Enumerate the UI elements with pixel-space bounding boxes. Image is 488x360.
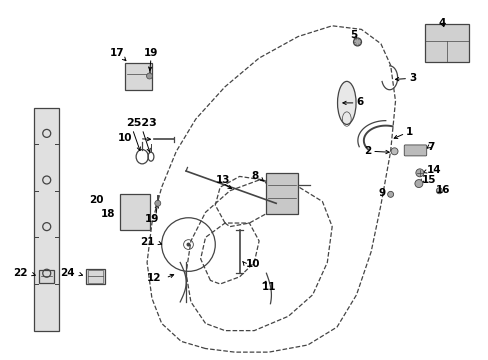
Text: 19: 19 bbox=[143, 48, 158, 58]
Circle shape bbox=[155, 200, 161, 206]
FancyBboxPatch shape bbox=[125, 63, 152, 90]
Text: 20: 20 bbox=[88, 195, 103, 205]
Text: 10: 10 bbox=[118, 133, 132, 143]
Text: 19: 19 bbox=[144, 215, 159, 224]
Text: 10: 10 bbox=[245, 259, 260, 269]
Circle shape bbox=[387, 192, 393, 197]
Text: 5: 5 bbox=[349, 30, 357, 40]
Text: 9: 9 bbox=[378, 188, 385, 198]
Text: 2: 2 bbox=[363, 145, 370, 156]
Text: 24: 24 bbox=[60, 267, 75, 278]
Text: 4: 4 bbox=[437, 18, 445, 28]
FancyBboxPatch shape bbox=[404, 145, 426, 156]
FancyBboxPatch shape bbox=[86, 269, 104, 284]
Text: 14: 14 bbox=[427, 165, 441, 175]
Text: 11: 11 bbox=[261, 282, 276, 292]
FancyBboxPatch shape bbox=[120, 194, 149, 230]
Text: 12: 12 bbox=[147, 273, 162, 283]
Text: 22: 22 bbox=[13, 267, 28, 278]
Text: 6: 6 bbox=[356, 97, 363, 107]
Text: 18: 18 bbox=[101, 209, 115, 219]
FancyBboxPatch shape bbox=[39, 270, 54, 283]
Circle shape bbox=[414, 180, 422, 188]
FancyBboxPatch shape bbox=[266, 173, 298, 214]
Text: 17: 17 bbox=[109, 48, 124, 58]
Text: 15: 15 bbox=[421, 175, 435, 185]
Text: 13: 13 bbox=[216, 175, 230, 185]
Text: 21: 21 bbox=[140, 237, 154, 247]
Circle shape bbox=[435, 188, 442, 194]
Circle shape bbox=[353, 38, 361, 46]
Circle shape bbox=[186, 243, 190, 247]
FancyBboxPatch shape bbox=[424, 24, 468, 62]
Ellipse shape bbox=[337, 81, 355, 125]
Text: 2523: 2523 bbox=[126, 118, 157, 128]
Text: 16: 16 bbox=[434, 185, 449, 195]
Circle shape bbox=[390, 148, 397, 155]
Circle shape bbox=[415, 169, 423, 177]
Text: 1: 1 bbox=[406, 127, 413, 137]
FancyBboxPatch shape bbox=[34, 108, 59, 330]
Text: 7: 7 bbox=[427, 142, 434, 152]
Text: 8: 8 bbox=[251, 171, 259, 181]
Text: 3: 3 bbox=[408, 73, 416, 83]
Circle shape bbox=[146, 73, 152, 79]
